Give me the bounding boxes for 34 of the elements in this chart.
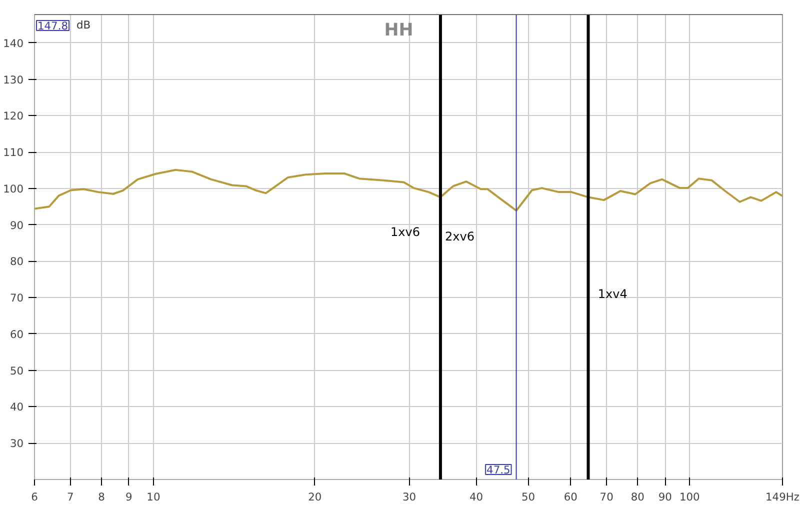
x-tick-label: 80	[630, 490, 645, 504]
y-tick-label: 30	[10, 437, 24, 450]
ref-line-label: 147.8	[38, 20, 68, 32]
y-tick-label: 130	[3, 73, 24, 86]
y-tick-label: 90	[10, 218, 24, 232]
x-tick-label: 100	[679, 490, 700, 504]
annotation: 1xv4	[598, 286, 628, 301]
y-tick-label: 100	[3, 182, 24, 196]
annotation: 1xv6	[390, 224, 420, 239]
x-tick-label: 30	[402, 490, 416, 504]
x-tick-label: 9	[126, 490, 133, 504]
y-tick-label: 140	[3, 36, 24, 50]
chart-title: HH	[384, 20, 414, 40]
x-tick-label: 20	[308, 490, 322, 504]
x-tick-label: 60	[564, 490, 578, 504]
y-tick-label: 80	[10, 255, 24, 268]
x-tick-label: 90	[658, 490, 672, 504]
x-tick-label: 50	[521, 490, 536, 504]
y-tick-label: 60	[10, 328, 24, 341]
x-tick-label: 7	[67, 490, 74, 504]
annotation: 2xv6	[444, 230, 474, 244]
y-tick-label: 110	[3, 146, 24, 160]
x-tick-label: 10	[146, 490, 160, 504]
ref-line-label: 47.5	[486, 464, 510, 476]
x-tick-label: 6	[31, 490, 38, 504]
y-axis-title: dB	[76, 18, 91, 32]
x-tick-label: 70	[600, 490, 614, 504]
y-tick-label: 70	[10, 292, 24, 305]
y-tick-label: 50	[10, 364, 24, 378]
x-tick-label: 40	[469, 490, 484, 504]
y-tick-label: 40	[10, 400, 24, 414]
x-tick-label: 8	[98, 490, 106, 504]
x-tick-label: 149Hz	[766, 490, 800, 504]
y-tick-label: 120	[3, 110, 24, 123]
